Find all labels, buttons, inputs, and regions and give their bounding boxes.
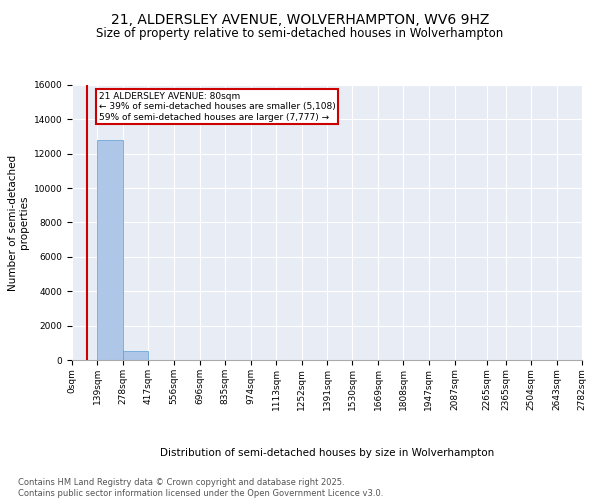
Text: Size of property relative to semi-detached houses in Wolverhampton: Size of property relative to semi-detach…	[97, 28, 503, 40]
Text: Distribution of semi-detached houses by size in Wolverhampton: Distribution of semi-detached houses by …	[160, 448, 494, 458]
Text: 21 ALDERSLEY AVENUE: 80sqm
← 39% of semi-detached houses are smaller (5,108)
59%: 21 ALDERSLEY AVENUE: 80sqm ← 39% of semi…	[98, 92, 335, 122]
Bar	[97, 140, 123, 360]
Text: Contains HM Land Registry data © Crown copyright and database right 2025.
Contai: Contains HM Land Registry data © Crown c…	[18, 478, 383, 498]
Text: 21, ALDERSLEY AVENUE, WOLVERHAMPTON, WV6 9HZ: 21, ALDERSLEY AVENUE, WOLVERHAMPTON, WV6…	[111, 12, 489, 26]
Y-axis label: Number of semi-detached
properties: Number of semi-detached properties	[8, 154, 29, 290]
Bar	[123, 352, 148, 360]
